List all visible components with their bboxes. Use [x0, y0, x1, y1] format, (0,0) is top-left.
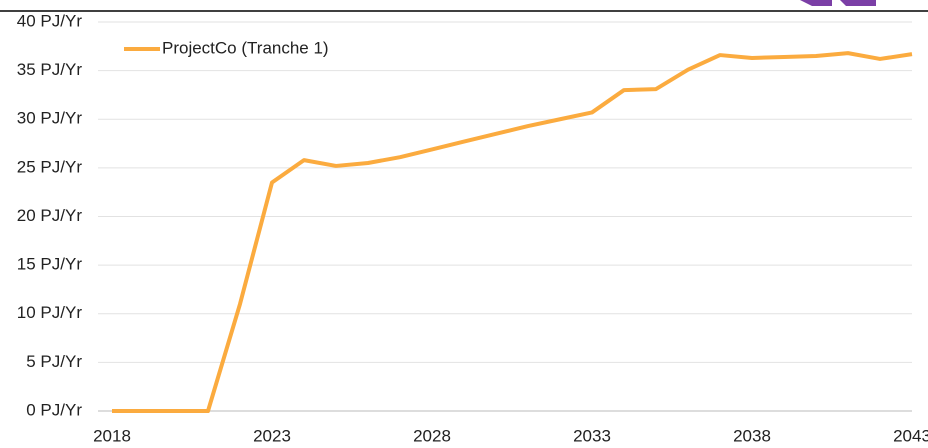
- legend-label: ProjectCo (Tranche 1): [162, 38, 329, 57]
- y-tick-label: 15 PJ/Yr: [17, 255, 83, 274]
- y-tick-label: 0 PJ/Yr: [26, 400, 82, 419]
- x-tick-label: 2038: [733, 426, 771, 445]
- y-tick-label: 25 PJ/Yr: [17, 157, 83, 176]
- x-tick-label: 2023: [253, 426, 291, 445]
- x-tick-label: 2043: [893, 426, 928, 445]
- data-line: [112, 51, 913, 413]
- logo: [800, 0, 832, 6]
- y-tick-label: 10 PJ/Yr: [17, 303, 83, 322]
- y-tick-label: 30 PJ/Yr: [17, 109, 83, 128]
- x-tick-label: 2028: [413, 426, 451, 445]
- y-tick-label: 40 PJ/Yr: [17, 11, 83, 30]
- x-tick-label: 2018: [93, 426, 131, 445]
- y-tick-label: 20 PJ/Yr: [17, 206, 83, 225]
- logo: [840, 0, 876, 6]
- y-tick-label: 35 PJ/Yr: [17, 60, 83, 79]
- y-tick-label: 5 PJ/Yr: [26, 352, 82, 371]
- x-tick-label: 2033: [573, 426, 611, 445]
